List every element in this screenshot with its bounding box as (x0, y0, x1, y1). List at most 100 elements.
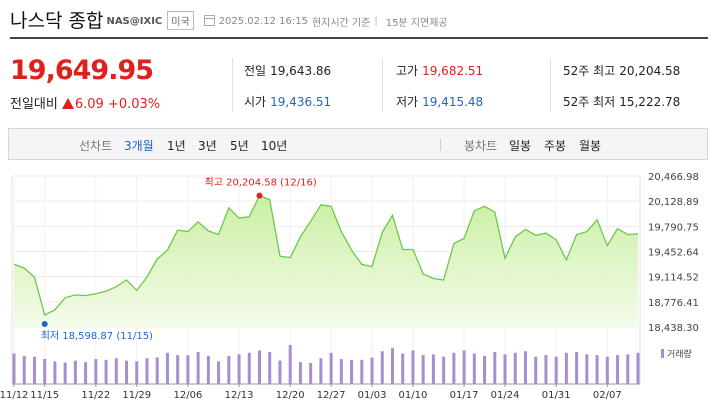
volume-bar (94, 359, 98, 384)
volume-bar (53, 361, 57, 384)
volume-bar (186, 355, 190, 384)
volume-bar (564, 352, 568, 384)
volume-bar (472, 353, 476, 384)
y-tick-label: 18,438.30 (648, 323, 699, 334)
volume-bar (165, 352, 169, 384)
x-tick-label: 12/27 (317, 390, 346, 401)
volume-bar (503, 354, 507, 384)
stat-52w-low: 52주 최저 15,222.78 (563, 95, 681, 109)
x-tick-label: 11/15 (30, 390, 59, 401)
stock-header: 나스닥 종합 NAS@IXIC 미국 2025.02.12 16:15 현지시간… (10, 6, 448, 32)
header-separator: | (374, 15, 378, 27)
tab-1-year[interactable]: 1년 (167, 139, 186, 153)
volume-bar (319, 358, 323, 384)
tab-daily[interactable]: 일봉 (509, 139, 532, 153)
stat-prev-close: 전일 19,643.86 (244, 64, 332, 78)
volume-bar (554, 356, 558, 384)
volume-bar (155, 357, 159, 384)
volume-bar (73, 360, 77, 384)
volume-bar (278, 360, 282, 384)
index-code: NAS@IXIC (106, 15, 163, 27)
price-change: 전일대비 6.09 +0.03% (10, 93, 160, 112)
volume-bar (350, 359, 354, 384)
volume-bar (626, 354, 630, 384)
change-amount: 6.09 (74, 97, 104, 112)
volume-bar (268, 352, 272, 384)
x-tick-label: 12/13 (225, 390, 254, 401)
tab-separator (440, 139, 441, 151)
volume-bar (462, 350, 466, 384)
header-divider (10, 37, 708, 39)
volume-bar (585, 354, 589, 384)
stat-divider (382, 58, 383, 112)
volume-bar (237, 354, 241, 384)
index-title: 나스닥 종합 (10, 9, 104, 32)
tab-5-years[interactable]: 5년 (230, 139, 249, 153)
volume-bar (401, 353, 405, 384)
volume-bar (431, 354, 435, 384)
volume-legend-swatch (661, 349, 664, 358)
x-tick-label: 11/12 (0, 390, 28, 401)
volume-bar (411, 350, 415, 384)
stat-divider (550, 58, 551, 112)
stat-divider (232, 58, 233, 112)
candle-chart-label: 봉차트 (464, 139, 498, 153)
volume-bar (544, 355, 548, 384)
volume-bar (84, 362, 88, 384)
x-tick-label: 01/31 (542, 390, 571, 401)
price-chart: 20,466.98 20,128.89 19,790.75 19,452.64 19,1… (0, 172, 699, 401)
change-percent: +0.03% (107, 97, 161, 112)
volume-bar (605, 356, 609, 384)
volume-bar (360, 359, 364, 384)
up-triangle-icon (61, 98, 74, 109)
tab-3-months[interactable]: 3개월 (124, 139, 154, 153)
stat-open: 시가 19,436.51 (244, 95, 332, 109)
volume-bar (309, 362, 313, 384)
tab-10-years[interactable]: 10년 (261, 139, 288, 153)
volume-bar (217, 361, 221, 384)
x-tick-label: 11/29 (122, 390, 151, 401)
stat-low: 저가 19,415.48 (396, 95, 484, 109)
min-marker (41, 321, 48, 328)
volume-bar (390, 348, 394, 384)
tab-monthly[interactable]: 월봉 (579, 139, 602, 153)
quote-datetime: 2025.02.12 16:15 (218, 15, 308, 27)
volume-bar (12, 353, 16, 384)
tab-3-years[interactable]: 3년 (198, 139, 217, 153)
y-tick-label: 18,776.41 (648, 298, 699, 309)
volume-bar (483, 355, 487, 384)
y-tick-label: 19,114.52 (648, 273, 699, 284)
volume-bar (63, 362, 67, 384)
time-basis: 현지시간 기준 (311, 17, 371, 29)
volume-bar (196, 352, 200, 384)
volume-bar (452, 352, 456, 384)
stat-high: 고가 19,682.51 (396, 64, 484, 78)
x-tick-label: 01/10 (399, 390, 428, 401)
volume-bar (370, 357, 374, 384)
delay-note: 15분 지연제공 (385, 17, 448, 29)
x-tick-label: 11/22 (81, 390, 110, 401)
volume-bar (380, 351, 384, 384)
chart-tab-bar: 선차트 3개월 1년 3년 5년 10년 봉차트 일봉 주봉 월봉 (8, 128, 708, 160)
x-tick-label: 01/03 (358, 390, 387, 401)
volume-bar (636, 352, 640, 384)
volume-bar (258, 350, 262, 384)
volume-bar (247, 352, 251, 384)
x-tick-label: 01/17 (450, 390, 479, 401)
tab-weekly[interactable]: 주봉 (544, 139, 567, 153)
y-tick-label: 20,466.98 (648, 172, 699, 183)
volume-bar (176, 355, 180, 384)
stat-52w-high: 52주 최고 20,204.58 (563, 64, 681, 78)
current-price: 19,649.95 (10, 55, 154, 86)
volume-bar (339, 359, 343, 384)
price-area (14, 195, 638, 327)
volume-bar (125, 360, 129, 384)
market-badge: 미국 (167, 11, 194, 30)
volume-bar (32, 356, 36, 384)
volume-bar (616, 355, 620, 384)
x-tick-label: 12/20 (276, 390, 305, 401)
volume-bar (145, 358, 149, 384)
max-marker (256, 192, 263, 199)
volume-legend: 거래량 (667, 348, 692, 360)
volume-bar (43, 359, 47, 384)
